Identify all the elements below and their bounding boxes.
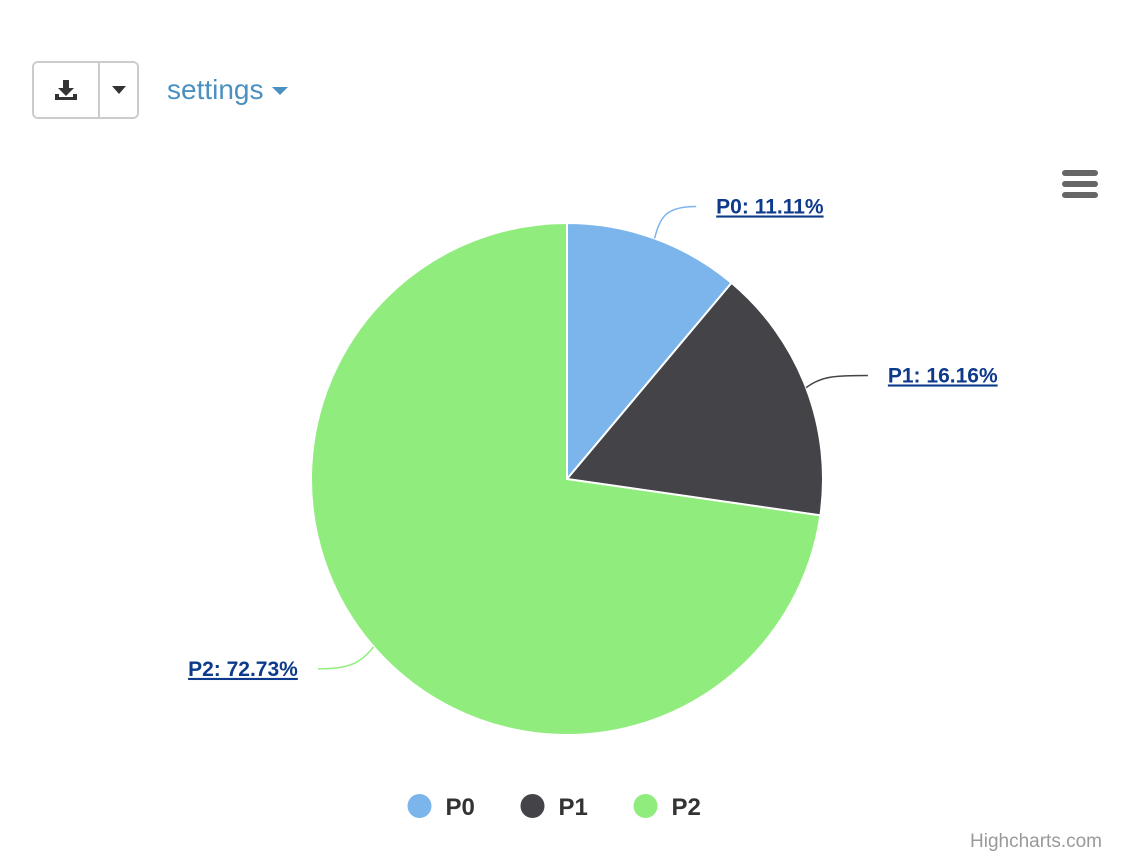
- legend-marker-p1: [520, 794, 545, 818]
- settings-caret-icon: [271, 87, 288, 95]
- connector-p1: [805, 374, 868, 389]
- download-button[interactable]: [34, 63, 98, 117]
- settings-label: settings: [167, 74, 264, 105]
- data-label-p0[interactable]: P0: 11.11%: [716, 195, 824, 218]
- legend-label-p1: P1: [559, 794, 588, 821]
- legend-label-p2: P2: [672, 794, 701, 821]
- data-labels: P0: 11.11% P1: 16.16% P2: 72.73%: [188, 195, 998, 680]
- chart-legend: P0 P1 P2: [407, 794, 701, 821]
- legend-marker-p2: [633, 794, 658, 818]
- download-icon: [55, 80, 77, 100]
- connector-p2: [317, 646, 375, 670]
- data-label-connectors: [317, 205, 868, 670]
- pie-slice-p2[interactable]: [310, 222, 822, 736]
- data-label-p2[interactable]: P2: 72.73%: [188, 658, 298, 681]
- legend-item-p2[interactable]: P2: [633, 794, 701, 821]
- caret-down-icon: [111, 86, 126, 94]
- credits-link[interactable]: Highcharts.com: [970, 831, 1102, 852]
- connector-p0: [653, 205, 697, 239]
- data-label-p1[interactable]: P1: 16.16%: [888, 364, 998, 387]
- hamburger-menu-icon[interactable]: [1062, 168, 1098, 200]
- legend-item-p1[interactable]: P1: [520, 794, 588, 821]
- pie-slices: [310, 222, 824, 736]
- download-button-group: [32, 61, 139, 119]
- download-options-button[interactable]: [98, 63, 137, 117]
- settings-dropdown[interactable]: settings: [167, 74, 288, 106]
- chart-toolbar: settings: [32, 60, 288, 120]
- legend-item-p0[interactable]: P0: [407, 794, 475, 821]
- legend-marker-p0: [407, 794, 432, 818]
- legend-label-p0: P0: [446, 794, 475, 821]
